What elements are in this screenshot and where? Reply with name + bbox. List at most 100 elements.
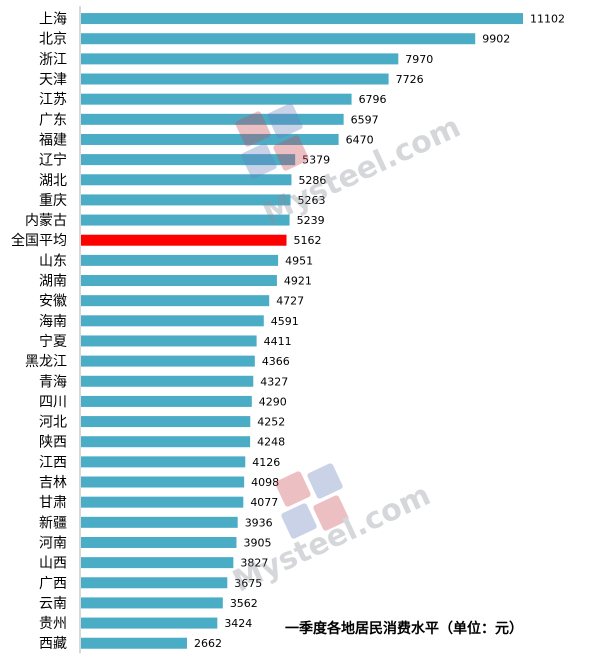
category-label: 山西 [39, 556, 67, 572]
category-label: 甘肃 [39, 495, 67, 511]
bar [81, 395, 252, 407]
category-labels: 上海北京浙江天津江苏广东福建辽宁湖北重庆内蒙古全国平均山东湖南安徽海南宁夏黑龙江… [11, 12, 67, 653]
bar [81, 436, 251, 448]
category-label: 安徽 [39, 294, 67, 310]
value-labels: 11102 9902 7970 7726 6796 6597 6470 5379 5286 526… [194, 13, 565, 651]
bar [81, 214, 290, 226]
value-label: 3562 [230, 597, 258, 610]
value-label: 9902 [482, 33, 510, 46]
category-label: 新疆 [39, 515, 67, 531]
bar [81, 254, 279, 266]
value-label: 4727 [276, 295, 304, 308]
value-label: 5379 [302, 154, 330, 167]
category-label: 江苏 [39, 92, 67, 108]
value-label: 5162 [294, 234, 322, 247]
category-label: 湖南 [39, 274, 67, 290]
value-label: 5239 [297, 214, 325, 227]
bar [81, 536, 237, 548]
bar [81, 73, 389, 85]
bar [81, 375, 254, 387]
value-label: 4366 [262, 355, 290, 368]
category-label: 内蒙古 [25, 213, 67, 229]
value-label: 4411 [264, 335, 292, 348]
value-label: 3424 [224, 617, 252, 630]
category-label: 山东 [39, 253, 67, 269]
category-label: 吉林 [39, 475, 67, 491]
value-label: 4290 [259, 395, 287, 408]
bar [81, 476, 245, 488]
category-label: 宁夏 [39, 333, 67, 350]
value-label: 4921 [284, 275, 312, 288]
value-label: 4248 [257, 436, 285, 449]
bar [81, 315, 264, 327]
bar [81, 53, 399, 65]
bar [81, 295, 270, 307]
bar [81, 617, 218, 629]
bar [81, 335, 257, 347]
bar [81, 557, 234, 569]
bar [81, 133, 339, 145]
value-label: 4252 [257, 416, 285, 429]
value-label: 7726 [396, 73, 424, 86]
bar-highlight [81, 234, 287, 246]
value-label: 5286 [298, 174, 326, 187]
category-label: 浙江 [39, 52, 67, 68]
value-label: 5263 [298, 194, 326, 207]
value-label: 3827 [240, 557, 268, 570]
value-label: 4126 [252, 456, 280, 469]
bar [81, 456, 246, 468]
value-label: 4591 [271, 315, 299, 328]
category-label: 重庆 [39, 193, 67, 209]
bar [81, 33, 476, 45]
category-label: 黑龙江 [25, 354, 67, 370]
value-label: 6597 [351, 113, 379, 126]
value-label: 6470 [346, 133, 374, 146]
bar [81, 194, 291, 206]
category-label: 上海 [39, 12, 67, 28]
value-label: 4077 [250, 496, 278, 509]
bar [81, 355, 255, 367]
bar [81, 13, 523, 25]
value-label: 4098 [251, 476, 279, 489]
value-label: 4951 [285, 254, 313, 267]
category-label: 北京 [39, 32, 67, 48]
category-label: 湖北 [39, 173, 67, 189]
value-label: 7970 [405, 53, 433, 66]
value-label: 6796 [359, 93, 387, 106]
value-label: 3936 [245, 516, 273, 529]
category-label: 四川 [39, 394, 67, 410]
category-label: 天津 [39, 72, 67, 88]
category-label: 江西 [39, 455, 67, 471]
value-label: 11102 [530, 13, 565, 26]
bar [81, 597, 223, 609]
bar [81, 496, 244, 508]
bar [81, 577, 228, 589]
chart-title: 一季度各地居民消费水平（单位：元） [285, 621, 523, 637]
bar [81, 154, 296, 166]
bar [81, 275, 277, 287]
category-label: 海南 [39, 314, 67, 330]
category-label: 全国平均 [11, 232, 67, 249]
bar [81, 516, 238, 528]
category-label: 陕西 [39, 435, 67, 451]
category-label: 福建 [39, 132, 67, 148]
value-label: 3675 [234, 577, 262, 590]
value-label: 3905 [243, 536, 271, 549]
category-label: 青海 [39, 374, 67, 390]
bar [81, 93, 352, 105]
bar [81, 416, 251, 428]
category-label: 辽宁 [39, 152, 67, 169]
value-label: 4327 [260, 375, 288, 388]
category-label: 云南 [39, 596, 67, 612]
bar [81, 174, 292, 186]
category-label: 西藏 [39, 636, 67, 652]
category-label: 贵州 [39, 616, 67, 632]
category-label: 河南 [39, 535, 67, 551]
category-label: 广西 [39, 576, 67, 592]
bar [81, 637, 187, 649]
category-label: 广东 [39, 112, 67, 128]
bars [81, 13, 523, 649]
bar [81, 113, 344, 125]
category-label: 河北 [39, 415, 67, 431]
